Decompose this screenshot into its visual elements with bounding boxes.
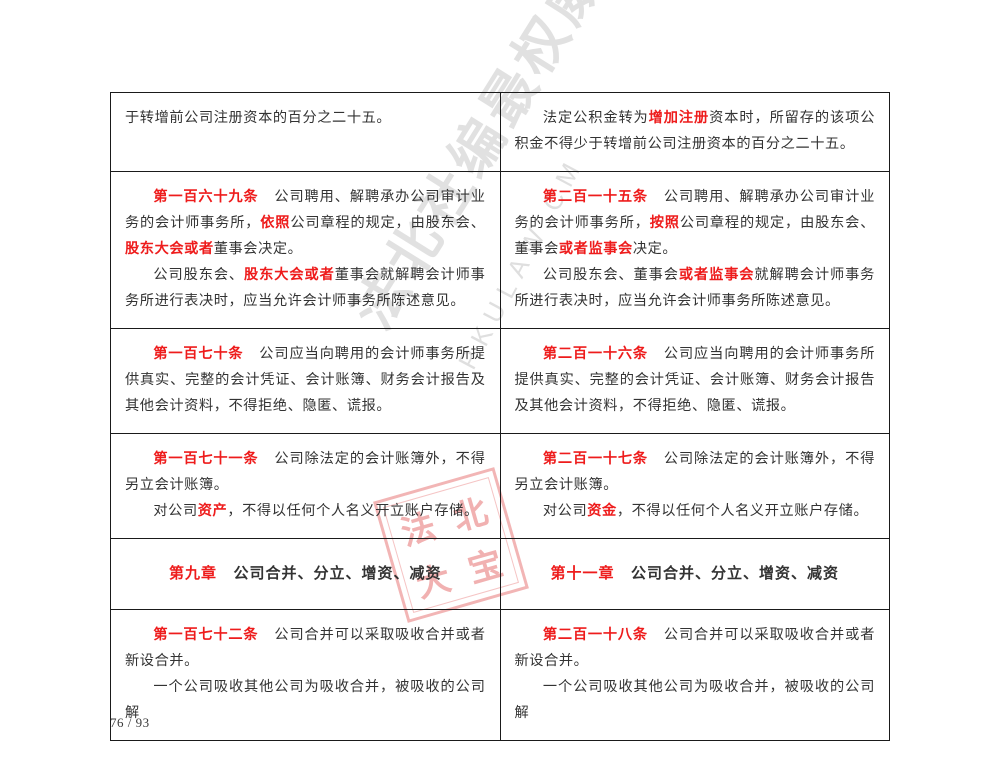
amended-text-highlight: 依照 — [260, 215, 291, 231]
body-text: 公司章程的规定，由股东会、 — [290, 215, 486, 231]
article-number: 第一百六十九条 — [153, 189, 259, 205]
table-cell-right: 第二百一十八条 公司合并可以采取吸收合并或者新设合并。 一个公司吸收其他公司为吸收合… — [499, 609, 890, 741]
chapter-title: 公司合并、分立、增资、减资 — [233, 566, 442, 582]
paragraph: 第一百七十一条 公司除法定的会计账簿外，不得另立会计账簿。 — [125, 446, 486, 498]
amended-text-highlight: 资产 — [197, 503, 228, 519]
article-number: 第二百一十七条 — [542, 451, 648, 467]
body-text: 公司合并可以采取吸收合并或者新设合并。 — [514, 627, 875, 669]
table-cell-left: 于转增前公司注册资本的百分之二十五。 — [110, 92, 501, 172]
cell-text-block: 第二百一十五条 公司聘用、解聘承办公司审计业务的会计师事务所，按照公司章程的规定，… — [515, 184, 876, 314]
body-text: 一个公司吸收其他公司为吸收合并，被吸收的公司解 — [125, 679, 486, 721]
table-cell-right: 第二百一十七条 公司除法定的会计账簿外，不得另立会计账簿。 对公司资金，不得以任何个… — [499, 433, 890, 539]
article-number: 第二百一十六条 — [542, 346, 648, 362]
body-text: 董事会决定。 — [213, 241, 303, 257]
paragraph: 第一百七十二条 公司合并可以采取吸收合并或者新设合并。 — [125, 622, 486, 674]
body-text: 公司股东会、 — [153, 267, 245, 283]
cell-text-block: 第一百六十九条 公司聘用、解聘承办公司审计业务的会计师事务所，依照公司章程的规定，… — [125, 184, 486, 314]
paragraph: 公司股东会、董事会或者监事会就解聘会计师事务所进行表决时，应当允许会计师事务所陈… — [515, 262, 876, 314]
cell-text-block: 第一百七十条 公司应当向聘用的会计师事务所提供真实、完整的会计凭证、会计账簿、财务… — [125, 341, 486, 419]
body-text: 公司除法定的会计账簿外，不得另立会计账簿。 — [514, 451, 875, 493]
paragraph: 一个公司吸收其他公司为吸收合并，被吸收的公司解 — [515, 674, 876, 726]
article-number: 第二百一十五条 — [542, 189, 648, 205]
cell-text-block: 第二百一十六条 公司应当向聘用的会计师事务所提供真实、完整的会计凭证、会计账簿、财… — [515, 341, 876, 419]
body-text: 公司股东会、董事会 — [542, 267, 679, 283]
chapter-heading: 第十一章 公司合并、分立、增资、减资 — [515, 551, 876, 595]
amended-text-highlight: 或者监事会 — [558, 241, 633, 257]
cell-text-block: 于转增前公司注册资本的百分之二十五。 — [125, 105, 486, 131]
article-number: 第二百一十八条 — [542, 627, 648, 643]
body-text: 资本时，所留存的该项公积金不得少于转增前公司注册资本的百分之二十五。 — [514, 110, 876, 152]
body-text: 于转增前公司注册资本的百分之二十五。 — [125, 110, 392, 126]
page-number-footer: 76 / 93 — [110, 715, 150, 730]
law-comparison-table: 于转增前公司注册资本的百分之二十五。 法定公积金转为增加注册资本时，所留存的该项公… — [110, 92, 890, 741]
body-text: 决定。 — [632, 241, 678, 257]
article-number: 第一百七十二条 — [153, 627, 259, 643]
cell-text-block: 第一百七十一条 公司除法定的会计账簿外，不得另立会计账簿。 对公司资产，不得以任何个… — [125, 446, 486, 524]
chapter-number: 第十一章 — [550, 566, 615, 582]
chapter-number: 第九章 — [168, 566, 217, 582]
table-cell-left: 第一百六十九条 公司聘用、解聘承办公司审计业务的会计师事务所，依照公司章程的规定，… — [110, 171, 501, 329]
paragraph: 第二百一十五条 公司聘用、解聘承办公司审计业务的会计师事务所，按照公司章程的规定，… — [515, 184, 876, 262]
chapter-title: 公司合并、分立、增资、减资 — [631, 566, 840, 582]
body-text: 公司章程的规定，由股东会、董事会 — [514, 215, 875, 257]
paragraph: 第二百一十六条 公司应当向聘用的会计师事务所提供真实、完整的会计凭证、会计账簿、财… — [515, 341, 876, 419]
body-text: 法定公积金转为 — [542, 110, 649, 126]
body-text: 对公司 — [542, 503, 588, 519]
body-text: 公司聘用、解聘承办公司审计业务的会计师事务所， — [514, 189, 875, 231]
article-number: 第一百七十条 — [153, 346, 244, 362]
amended-text-highlight: 按照 — [649, 215, 680, 231]
row-continuation: 于转增前公司注册资本的百分之二十五。 法定公积金转为增加注册资本时，所留存的该项公… — [110, 92, 890, 172]
paragraph: 第二百一十七条 公司除法定的会计账簿外，不得另立会计账簿。 — [515, 446, 876, 498]
body-text: 公司应当向聘用的会计师事务所提供真实、完整的会计凭证、会计账簿、财务会计报告及其… — [514, 346, 875, 414]
table-cell-right: 第十一章 公司合并、分立、增资、减资 — [499, 538, 890, 610]
table-body: 于转增前公司注册资本的百分之二十五。 法定公积金转为增加注册资本时，所留存的该项公… — [110, 92, 890, 741]
paragraph: 公司股东会、股东大会或者董事会就解聘会计师事务所进行表决时，应当允许会计师事务所… — [125, 262, 486, 314]
table-cell-right: 第二百一十六条 公司应当向聘用的会计师事务所提供真实、完整的会计凭证、会计账簿、财… — [499, 328, 890, 434]
table-cell-left: 第一百七十条 公司应当向聘用的会计师事务所提供真实、完整的会计凭证、会计账簿、财务… — [110, 328, 501, 434]
amended-text-highlight: 增加注册 — [648, 110, 710, 126]
cell-text-block: 第二百一十七条 公司除法定的会计账簿外，不得另立会计账簿。 对公司资金，不得以任何个… — [515, 446, 876, 524]
cell-text-block: 法定公积金转为增加注册资本时，所留存的该项公积金不得少于转增前公司注册资本的百分… — [515, 105, 876, 157]
body-text: 对公司 — [153, 503, 198, 519]
paragraph: 第一百六十九条 公司聘用、解聘承办公司审计业务的会计师事务所，依照公司章程的规定，… — [125, 184, 486, 262]
table-cell-left: 第一百七十二条 公司合并可以采取吸收合并或者新设合并。 一个公司吸收其他公司为吸收合… — [110, 609, 501, 741]
amended-text-highlight: 股东大会或者 — [125, 241, 214, 257]
chapter-heading: 第九章 公司合并、分立、增资、减资 — [125, 551, 486, 595]
body-text: 就解聘会计师事务所进行表决时，应当允许会计师事务所陈述意见。 — [514, 267, 875, 309]
table-cell-right: 法定公积金转为增加注册资本时，所留存的该项公积金不得少于转增前公司注册资本的百分… — [499, 92, 890, 172]
amended-text-highlight: 资金 — [587, 503, 617, 519]
paragraph: 第一百七十条 公司应当向聘用的会计师事务所提供真实、完整的会计凭证、会计账簿、财务… — [125, 341, 486, 419]
paragraph: 法定公积金转为增加注册资本时，所留存的该项公积金不得少于转增前公司注册资本的百分… — [515, 105, 876, 157]
paragraph: 对公司资产，不得以任何个人名义开立账户存储。 — [125, 498, 486, 524]
table-cell-left: 第一百七十一条 公司除法定的会计账簿外，不得另立会计账簿。 对公司资产，不得以任何个… — [110, 433, 501, 539]
article-number: 第一百七十一条 — [153, 451, 259, 467]
row-article-169-215: 第一百六十九条 公司聘用、解聘承办公司审计业务的会计师事务所，依照公司章程的规定，… — [110, 171, 890, 329]
row-article-170-216: 第一百七十条 公司应当向聘用的会计师事务所提供真实、完整的会计凭证、会计账簿、财务… — [110, 328, 890, 434]
amended-text-highlight: 或者监事会 — [678, 267, 755, 283]
table-cell-left: 第九章 公司合并、分立、增资、减资 — [110, 538, 501, 610]
body-text: 公司应当向聘用的会计师事务所提供真实、完整的会计凭证、会计账簿、财务会计报告及其… — [125, 346, 486, 414]
body-text: ，不得以任何个人名义开立账户存储。 — [227, 503, 479, 519]
paragraph: 对公司资金，不得以任何个人名义开立账户存储。 — [515, 498, 876, 524]
body-text: 公司除法定的会计账簿外，不得另立会计账簿。 — [125, 451, 486, 493]
row-chapter-heading: 第九章 公司合并、分立、增资、减资 第十一章 公司合并、分立、增资、减资 — [110, 538, 890, 610]
body-text: 公司聘用、解聘承办公司审计业务的会计师事务所， — [125, 189, 486, 231]
paragraph: 于转增前公司注册资本的百分之二十五。 — [125, 105, 486, 131]
row-article-172-218: 第一百七十二条 公司合并可以采取吸收合并或者新设合并。 一个公司吸收其他公司为吸收合… — [110, 609, 890, 741]
paragraph: 一个公司吸收其他公司为吸收合并，被吸收的公司解 — [125, 674, 486, 726]
body-text: 一个公司吸收其他公司为吸收合并，被吸收的公司解 — [514, 679, 875, 721]
body-text: 公司合并可以采取吸收合并或者新设合并。 — [125, 627, 486, 669]
row-article-171-217: 第一百七十一条 公司除法定的会计账簿外，不得另立会计账簿。 对公司资产，不得以任何个… — [110, 433, 890, 539]
cell-text-block: 第一百七十二条 公司合并可以采取吸收合并或者新设合并。 一个公司吸收其他公司为吸收合… — [125, 622, 486, 726]
body-text: ，不得以任何个人名义开立账户存储。 — [616, 503, 869, 519]
table-cell-right: 第二百一十五条 公司聘用、解聘承办公司审计业务的会计师事务所，按照公司章程的规定，… — [499, 171, 890, 329]
amended-text-highlight: 股东大会或者 — [244, 267, 335, 283]
cell-text-block: 第二百一十八条 公司合并可以采取吸收合并或者新设合并。 一个公司吸收其他公司为吸收合… — [515, 622, 876, 726]
body-text: 董事会就解聘会计师事务所进行表决时，应当允许会计师事务所陈述意见。 — [125, 267, 486, 309]
paragraph: 第二百一十八条 公司合并可以采取吸收合并或者新设合并。 — [515, 622, 876, 674]
